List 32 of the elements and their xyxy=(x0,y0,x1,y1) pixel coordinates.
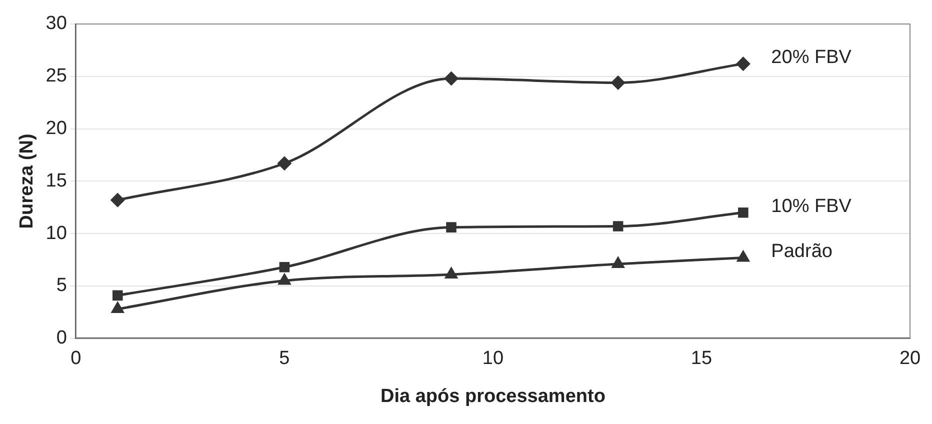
point xyxy=(737,250,750,262)
y-tick-label: 5 xyxy=(56,275,67,296)
point xyxy=(736,57,750,71)
x-axis-title: Dia após processamento xyxy=(380,386,606,407)
series-label: 20% FBV xyxy=(771,47,852,68)
x-tick-label: 10 xyxy=(482,348,504,370)
y-tick-label: 20 xyxy=(46,118,67,140)
y-axis-title: Dureza (N) xyxy=(16,134,38,229)
point xyxy=(278,274,290,285)
series-label: 10% FBV xyxy=(771,196,852,217)
point xyxy=(738,208,748,218)
y-tick-label: 25 xyxy=(46,66,67,87)
point xyxy=(279,262,290,272)
series-label: Padrão xyxy=(771,240,832,262)
point xyxy=(446,222,456,232)
point xyxy=(612,221,624,232)
y-tick-label: 30 xyxy=(46,13,67,34)
x-tick-label: 0 xyxy=(70,348,82,370)
point xyxy=(445,268,458,278)
x-tick-label: 15 xyxy=(690,348,712,370)
y-tick-label: 10 xyxy=(46,222,67,244)
y-tick-label: 15 xyxy=(46,170,67,192)
point xyxy=(112,290,123,301)
point xyxy=(278,156,292,170)
point xyxy=(612,257,624,268)
point xyxy=(444,72,458,86)
x-tick-label: 20 xyxy=(899,348,921,370)
point xyxy=(112,302,124,314)
y-tick-label: 0 xyxy=(56,328,67,349)
point xyxy=(611,76,625,90)
x-tick-label: 5 xyxy=(279,348,290,370)
point xyxy=(110,193,124,207)
